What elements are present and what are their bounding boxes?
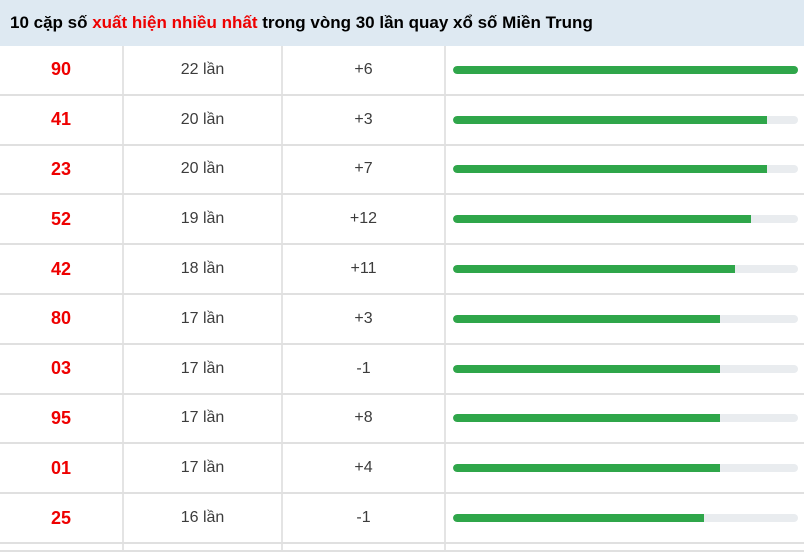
delta-value: +11 xyxy=(281,245,444,293)
title-highlight: xuất hiện nhiều nhất xyxy=(92,13,258,32)
bar-cell xyxy=(444,543,804,550)
bar-track xyxy=(453,65,798,74)
pair-number: 23 xyxy=(50,158,72,179)
bar-fill xyxy=(453,65,798,74)
bar-cell xyxy=(444,195,804,244)
table-row: 80 17 lần +3 xyxy=(0,294,804,345)
bar-track xyxy=(453,414,798,423)
table-row: 42 18 lần +11 xyxy=(0,245,804,295)
delta-value: -1 xyxy=(281,344,444,393)
appearance-count: 20 lần xyxy=(122,145,281,194)
bar-fill xyxy=(453,115,767,124)
title-prefix: 10 cặp số xyxy=(10,13,93,32)
delta-value: -1 xyxy=(281,494,444,542)
pair-number: 95 xyxy=(50,407,72,428)
bar-fill xyxy=(453,165,767,174)
appearance-count xyxy=(122,543,281,550)
bar-cell xyxy=(444,95,804,144)
pair-number xyxy=(0,544,122,550)
appearance-count: 17 lần xyxy=(122,394,281,443)
stats-table: 90 22 lần +6 41 20 lần +3 23 20 lần +7 xyxy=(0,46,804,552)
table-row: 41 20 lần +3 xyxy=(0,95,804,146)
appearance-count: 18 lần xyxy=(122,245,281,293)
table-row-cutoff xyxy=(0,543,804,552)
widget-title: 10 cặp số xuất hiện nhiều nhất trong vòn… xyxy=(0,0,804,46)
appearance-count: 17 lần xyxy=(122,344,281,393)
appearance-count: 20 lần xyxy=(122,95,281,144)
pair-number: 80 xyxy=(50,308,72,329)
bar-fill xyxy=(453,314,720,323)
delta-value: +3 xyxy=(281,95,444,144)
pair-number: 03 xyxy=(50,358,72,379)
bar-fill xyxy=(453,464,720,473)
delta-value: +6 xyxy=(281,46,444,94)
appearance-count: 16 lần xyxy=(122,494,281,542)
pair-number: 25 xyxy=(50,507,72,528)
pair-number: 42 xyxy=(50,258,72,279)
bar-track xyxy=(453,265,798,274)
pair-number: 41 xyxy=(50,109,72,130)
bar-track xyxy=(453,514,798,523)
appearance-count: 17 lần xyxy=(122,444,281,493)
bar-fill xyxy=(453,265,736,274)
delta-value: +7 xyxy=(281,145,444,194)
bar-track xyxy=(453,314,798,323)
bar-cell xyxy=(444,145,804,194)
bar-track xyxy=(453,464,798,473)
delta-value: +12 xyxy=(281,195,444,244)
appearance-count: 22 lần xyxy=(122,46,281,94)
bar-fill xyxy=(453,364,720,373)
title-suffix: trong vòng 30 lần quay xổ số Miền Trung xyxy=(257,13,593,32)
pair-number: 01 xyxy=(50,457,72,478)
table-row: 90 22 lần +6 xyxy=(0,46,804,96)
appearance-count: 17 lần xyxy=(122,294,281,343)
table-row: 25 16 lần -1 xyxy=(0,494,804,544)
bar-fill xyxy=(453,215,751,224)
bar-cell xyxy=(444,344,804,393)
delta-value: +8 xyxy=(281,394,444,443)
table-row: 52 19 lần +12 xyxy=(0,195,804,246)
delta-value xyxy=(281,543,444,550)
bar-fill xyxy=(453,414,720,423)
table-row: 01 17 lần +4 xyxy=(0,444,804,495)
bar-track xyxy=(453,115,798,124)
bar-track xyxy=(453,165,798,174)
table-row: 03 17 lần -1 xyxy=(0,344,804,395)
pair-number: 90 xyxy=(50,59,72,80)
bar-cell xyxy=(444,294,804,343)
bar-cell xyxy=(444,46,804,94)
bar-track xyxy=(453,215,798,224)
appearance-count: 19 lần xyxy=(122,195,281,244)
bar-cell xyxy=(444,494,804,542)
bar-cell xyxy=(444,394,804,443)
bar-cell xyxy=(444,245,804,293)
bar-track xyxy=(453,364,798,373)
table-row: 23 20 lần +7 xyxy=(0,145,804,196)
bar-cell xyxy=(444,444,804,493)
bar-fill xyxy=(453,514,704,523)
delta-value: +3 xyxy=(281,294,444,343)
pair-number: 52 xyxy=(50,208,72,229)
table-row: 95 17 lần +8 xyxy=(0,394,804,445)
delta-value: +4 xyxy=(281,444,444,493)
